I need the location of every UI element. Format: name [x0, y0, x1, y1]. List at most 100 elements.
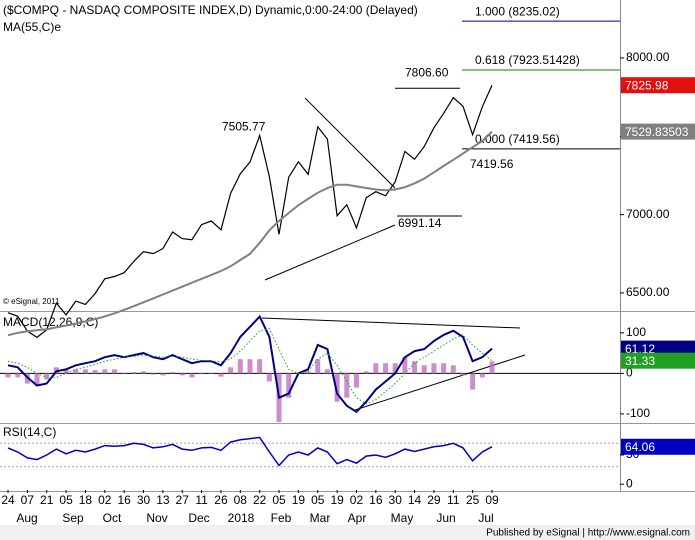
histogram-bar	[392, 363, 398, 374]
histogram-bar	[82, 369, 88, 374]
histogram-bar	[460, 373, 466, 376]
watermark: © eSignal, 2011	[3, 297, 60, 306]
x-tick-label: 30	[137, 493, 151, 507]
histogram-bar	[431, 363, 437, 374]
x-tick-label: 21	[40, 493, 54, 507]
x-tick-label: 27	[176, 493, 190, 507]
annotation: 7419.56	[470, 157, 514, 171]
histogram-bar	[353, 373, 359, 388]
x-tick-label: 16	[117, 493, 131, 507]
month-label: Mar	[310, 511, 331, 525]
month-label: Sep	[62, 511, 84, 525]
value-badge-label: 7529.83503	[625, 125, 689, 139]
x-tick-label: 24	[1, 493, 15, 507]
x-tick-label: 14	[408, 493, 422, 507]
trendline	[261, 317, 521, 329]
x-tick-label: 05	[59, 493, 73, 507]
histogram-bar	[373, 363, 379, 374]
y-tick-label: 100	[626, 325, 646, 339]
histogram-bar	[412, 361, 418, 374]
series-line	[7, 130, 493, 337]
histogram-bar	[34, 373, 40, 386]
subtitle: MA(55,C)e	[3, 20, 61, 34]
histogram-bar	[44, 373, 50, 380]
month-label: Aug	[16, 511, 37, 525]
annotation: 7505.77	[222, 120, 266, 134]
series-line	[7, 328, 493, 405]
trendline	[264, 224, 396, 281]
value-badge	[621, 438, 695, 455]
fib-label: 0.000 (7419.56)	[475, 132, 560, 146]
trendline	[354, 354, 526, 411]
histogram-bar	[63, 369, 69, 374]
value-badge	[621, 340, 695, 357]
x-tick-label: 02	[350, 493, 364, 507]
histogram-bar	[286, 373, 292, 398]
histogram-bar	[160, 373, 166, 376]
y-tick-label: 0	[626, 476, 633, 490]
x-tick-label: 19	[330, 493, 344, 507]
value-badge	[621, 77, 695, 94]
month-label: Dec	[188, 511, 209, 525]
histogram-bar	[150, 373, 156, 375]
value-badge-label: 64.06	[625, 440, 655, 454]
histogram-bar	[170, 372, 176, 374]
month-label: May	[391, 511, 414, 525]
histogram-bar	[441, 363, 447, 374]
x-tick-label: 26	[214, 493, 228, 507]
x-tick-label: 07	[21, 493, 35, 507]
histogram-bar	[324, 369, 330, 374]
month-label: Feb	[271, 511, 292, 525]
x-tick-label: 11	[447, 493, 460, 507]
x-tick-label: 05	[272, 493, 286, 507]
histogram-bar	[266, 373, 272, 382]
histogram-bar	[479, 373, 485, 378]
histogram-bar	[92, 370, 98, 374]
histogram-bar	[102, 369, 108, 374]
histogram-bar	[237, 359, 243, 374]
histogram-bar	[334, 373, 340, 402]
histogram-bar	[73, 369, 79, 374]
x-tick-label: 09	[485, 493, 499, 507]
footer-bar	[0, 525, 695, 540]
x-tick-label: 18	[79, 493, 93, 507]
y-tick-label: 6500.00	[626, 285, 670, 299]
chart-title: ($COMPQ - NASDAQ COMPOSITE INDEX,D) Dyna…	[3, 3, 418, 17]
annotation: 6991.14	[398, 216, 442, 230]
value-badge-label: 7825.98	[625, 78, 669, 92]
histogram-bar	[15, 373, 21, 378]
histogram-bar	[189, 373, 195, 378]
month-label: Apr	[348, 511, 367, 525]
x-tick-label: 19	[292, 493, 306, 507]
histogram-bar	[470, 373, 476, 390]
value-badge	[621, 123, 695, 140]
histogram-bar	[111, 369, 117, 374]
x-tick-label: 30	[389, 493, 403, 507]
x-tick-label: 25	[466, 493, 480, 507]
trendline	[304, 97, 396, 189]
month-label: Oct	[103, 511, 122, 525]
x-tick-label: 29	[427, 493, 441, 507]
value-badge-label: 61.12	[625, 342, 655, 356]
series-line	[7, 314, 493, 414]
fib-label: 1.000 (8235.02)	[475, 4, 560, 18]
histogram-bar	[179, 373, 185, 376]
histogram-bar	[363, 371, 369, 374]
histogram-bar	[344, 373, 350, 398]
y-tick-label: 0	[626, 366, 633, 380]
month-label: 2018	[228, 511, 255, 525]
x-tick-label: 11	[195, 493, 208, 507]
histogram-bar	[257, 359, 263, 374]
histogram-bar	[5, 373, 11, 378]
histogram-bar	[247, 359, 253, 374]
x-tick-label: 02	[98, 493, 112, 507]
histogram-bar	[450, 365, 456, 374]
fib-label: 0.618 (7923.51428)	[475, 53, 580, 67]
histogram-bar	[228, 367, 234, 374]
histogram-bar	[121, 373, 127, 374]
month-label: Jun	[436, 511, 455, 525]
histogram-bar	[208, 373, 214, 374]
histogram-bar	[131, 372, 137, 374]
